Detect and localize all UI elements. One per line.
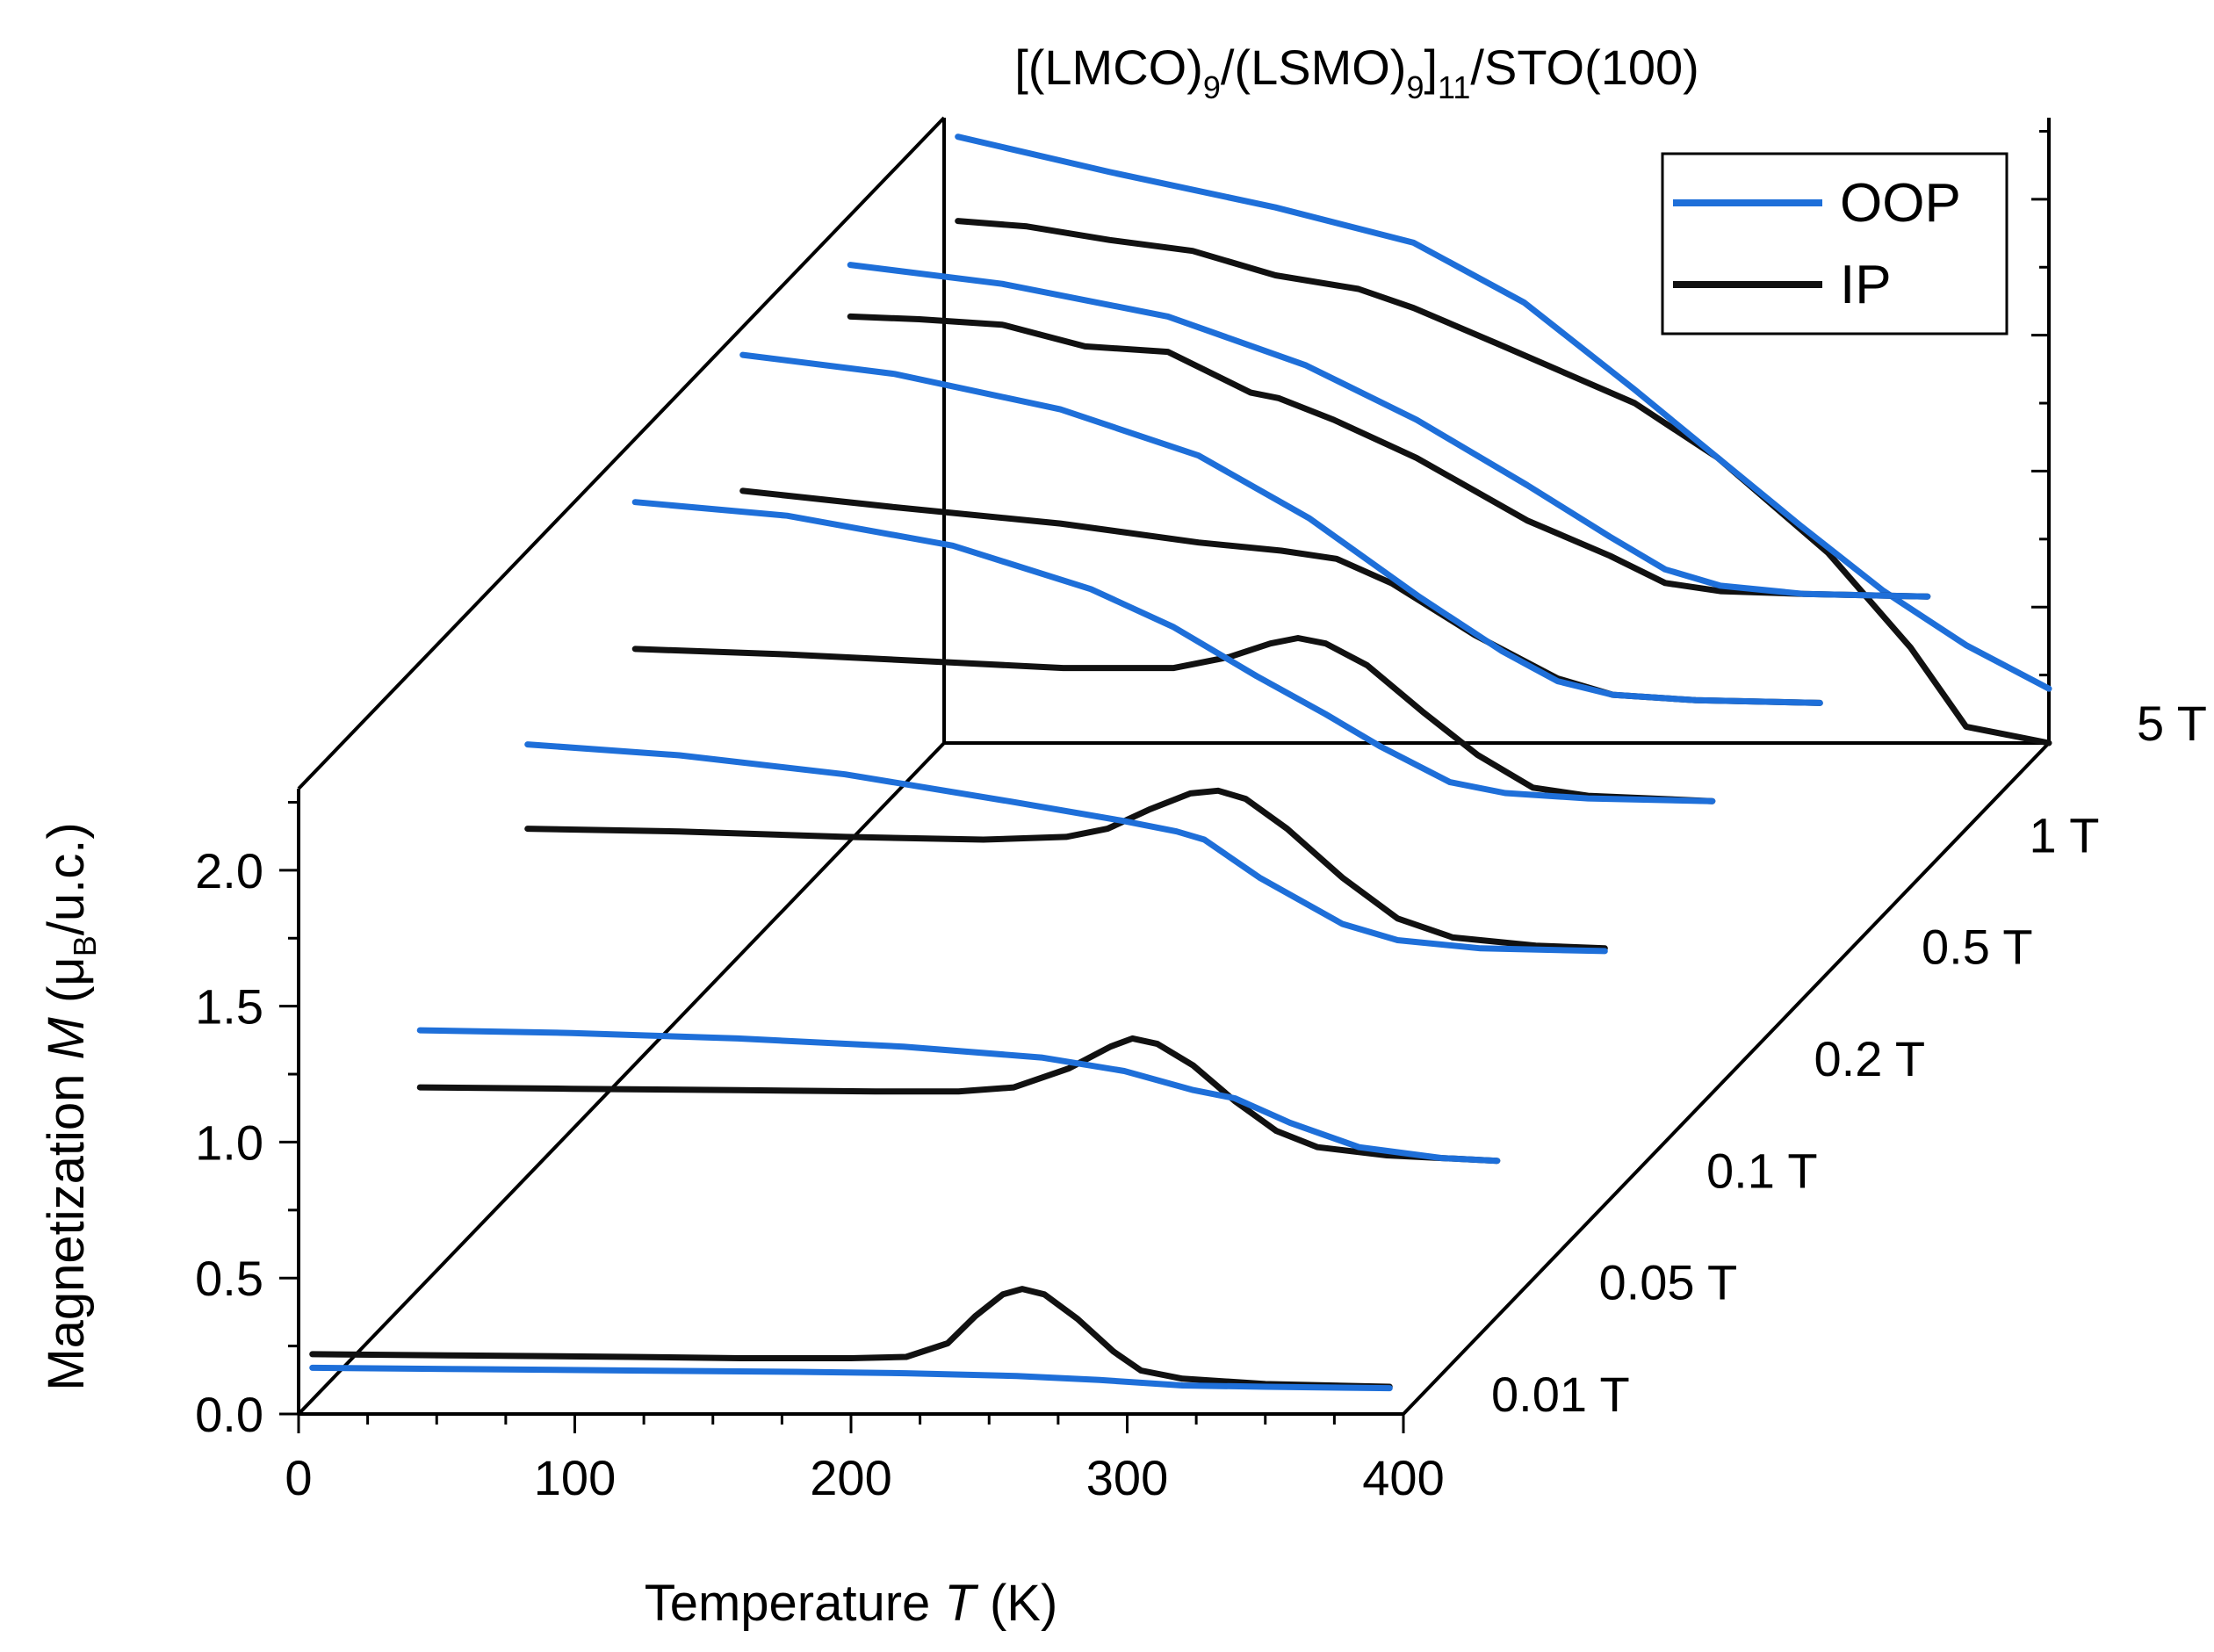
y-axis-title: Magnetization M (μB/u.c.) <box>38 822 103 1390</box>
x-tick-label: 200 <box>810 1450 891 1505</box>
field-label: 0.05 T <box>1599 1255 1738 1310</box>
oop-series-line <box>416 1027 1501 1165</box>
ip-series-line <box>847 313 1931 600</box>
oop-series-line <box>739 351 1823 706</box>
ip-series-line <box>955 218 2052 747</box>
x-axis-title: Temperature T (K) <box>645 1575 1058 1632</box>
y-tick-label: 1.5 <box>195 979 263 1035</box>
field-label: 0.1 T <box>1706 1143 1818 1198</box>
field-label: 0.2 T <box>1814 1031 1926 1086</box>
ip-series-line <box>416 1035 1501 1165</box>
ip-series-line <box>524 787 1608 952</box>
field-label: 1 T <box>2030 807 2100 862</box>
y-tick-label: 0.0 <box>195 1387 263 1442</box>
x-tick-label: 400 <box>1362 1450 1444 1505</box>
x-tick-label: 100 <box>534 1450 616 1505</box>
legend-label-ip: IP <box>1840 255 1892 315</box>
ip-series-line <box>631 635 1716 804</box>
oop-series-line <box>524 741 1608 955</box>
series-layer <box>309 133 2052 1392</box>
oop-series-line <box>309 1364 1393 1392</box>
oop-series-line <box>847 262 1931 600</box>
y-tick-label: 1.0 <box>195 1115 263 1170</box>
field-label: 5 T <box>2137 696 2207 751</box>
ip-series-line <box>309 1286 1393 1390</box>
y-tick-label: 0.5 <box>195 1251 263 1306</box>
ip-series-line <box>739 487 1823 706</box>
depth-left-top <box>297 116 946 790</box>
field-label: 0.01 T <box>1491 1367 1630 1422</box>
field-label: 0.5 T <box>1922 920 2033 975</box>
y-tick-label: 2.0 <box>195 843 263 898</box>
chart-frame <box>297 116 2051 1416</box>
x-tick-label: 0 <box>285 1450 312 1505</box>
oop-series-line <box>631 499 1716 804</box>
axis-ticks: 0 100 200 300 400 0.0 0.5 1.0 1.5 2.0 <box>195 129 2049 1505</box>
chart-title: [(LMCO)9/(LSMO)9]11/STO(100) <box>1014 40 1699 105</box>
depth-right-bottom <box>1402 741 2051 1416</box>
legend-label-oop: OOP <box>1840 173 1961 234</box>
depth-left-bottom <box>297 741 946 1416</box>
oop-series-line <box>955 133 2052 692</box>
field-labels: 0.01 T 0.05 T 0.1 T 0.2 T 0.5 T 1 T 5 T <box>1491 696 2207 1422</box>
legend-box <box>1661 152 2008 335</box>
legend: OOP IP <box>1661 152 2008 335</box>
x-tick-label: 300 <box>1086 1450 1168 1505</box>
